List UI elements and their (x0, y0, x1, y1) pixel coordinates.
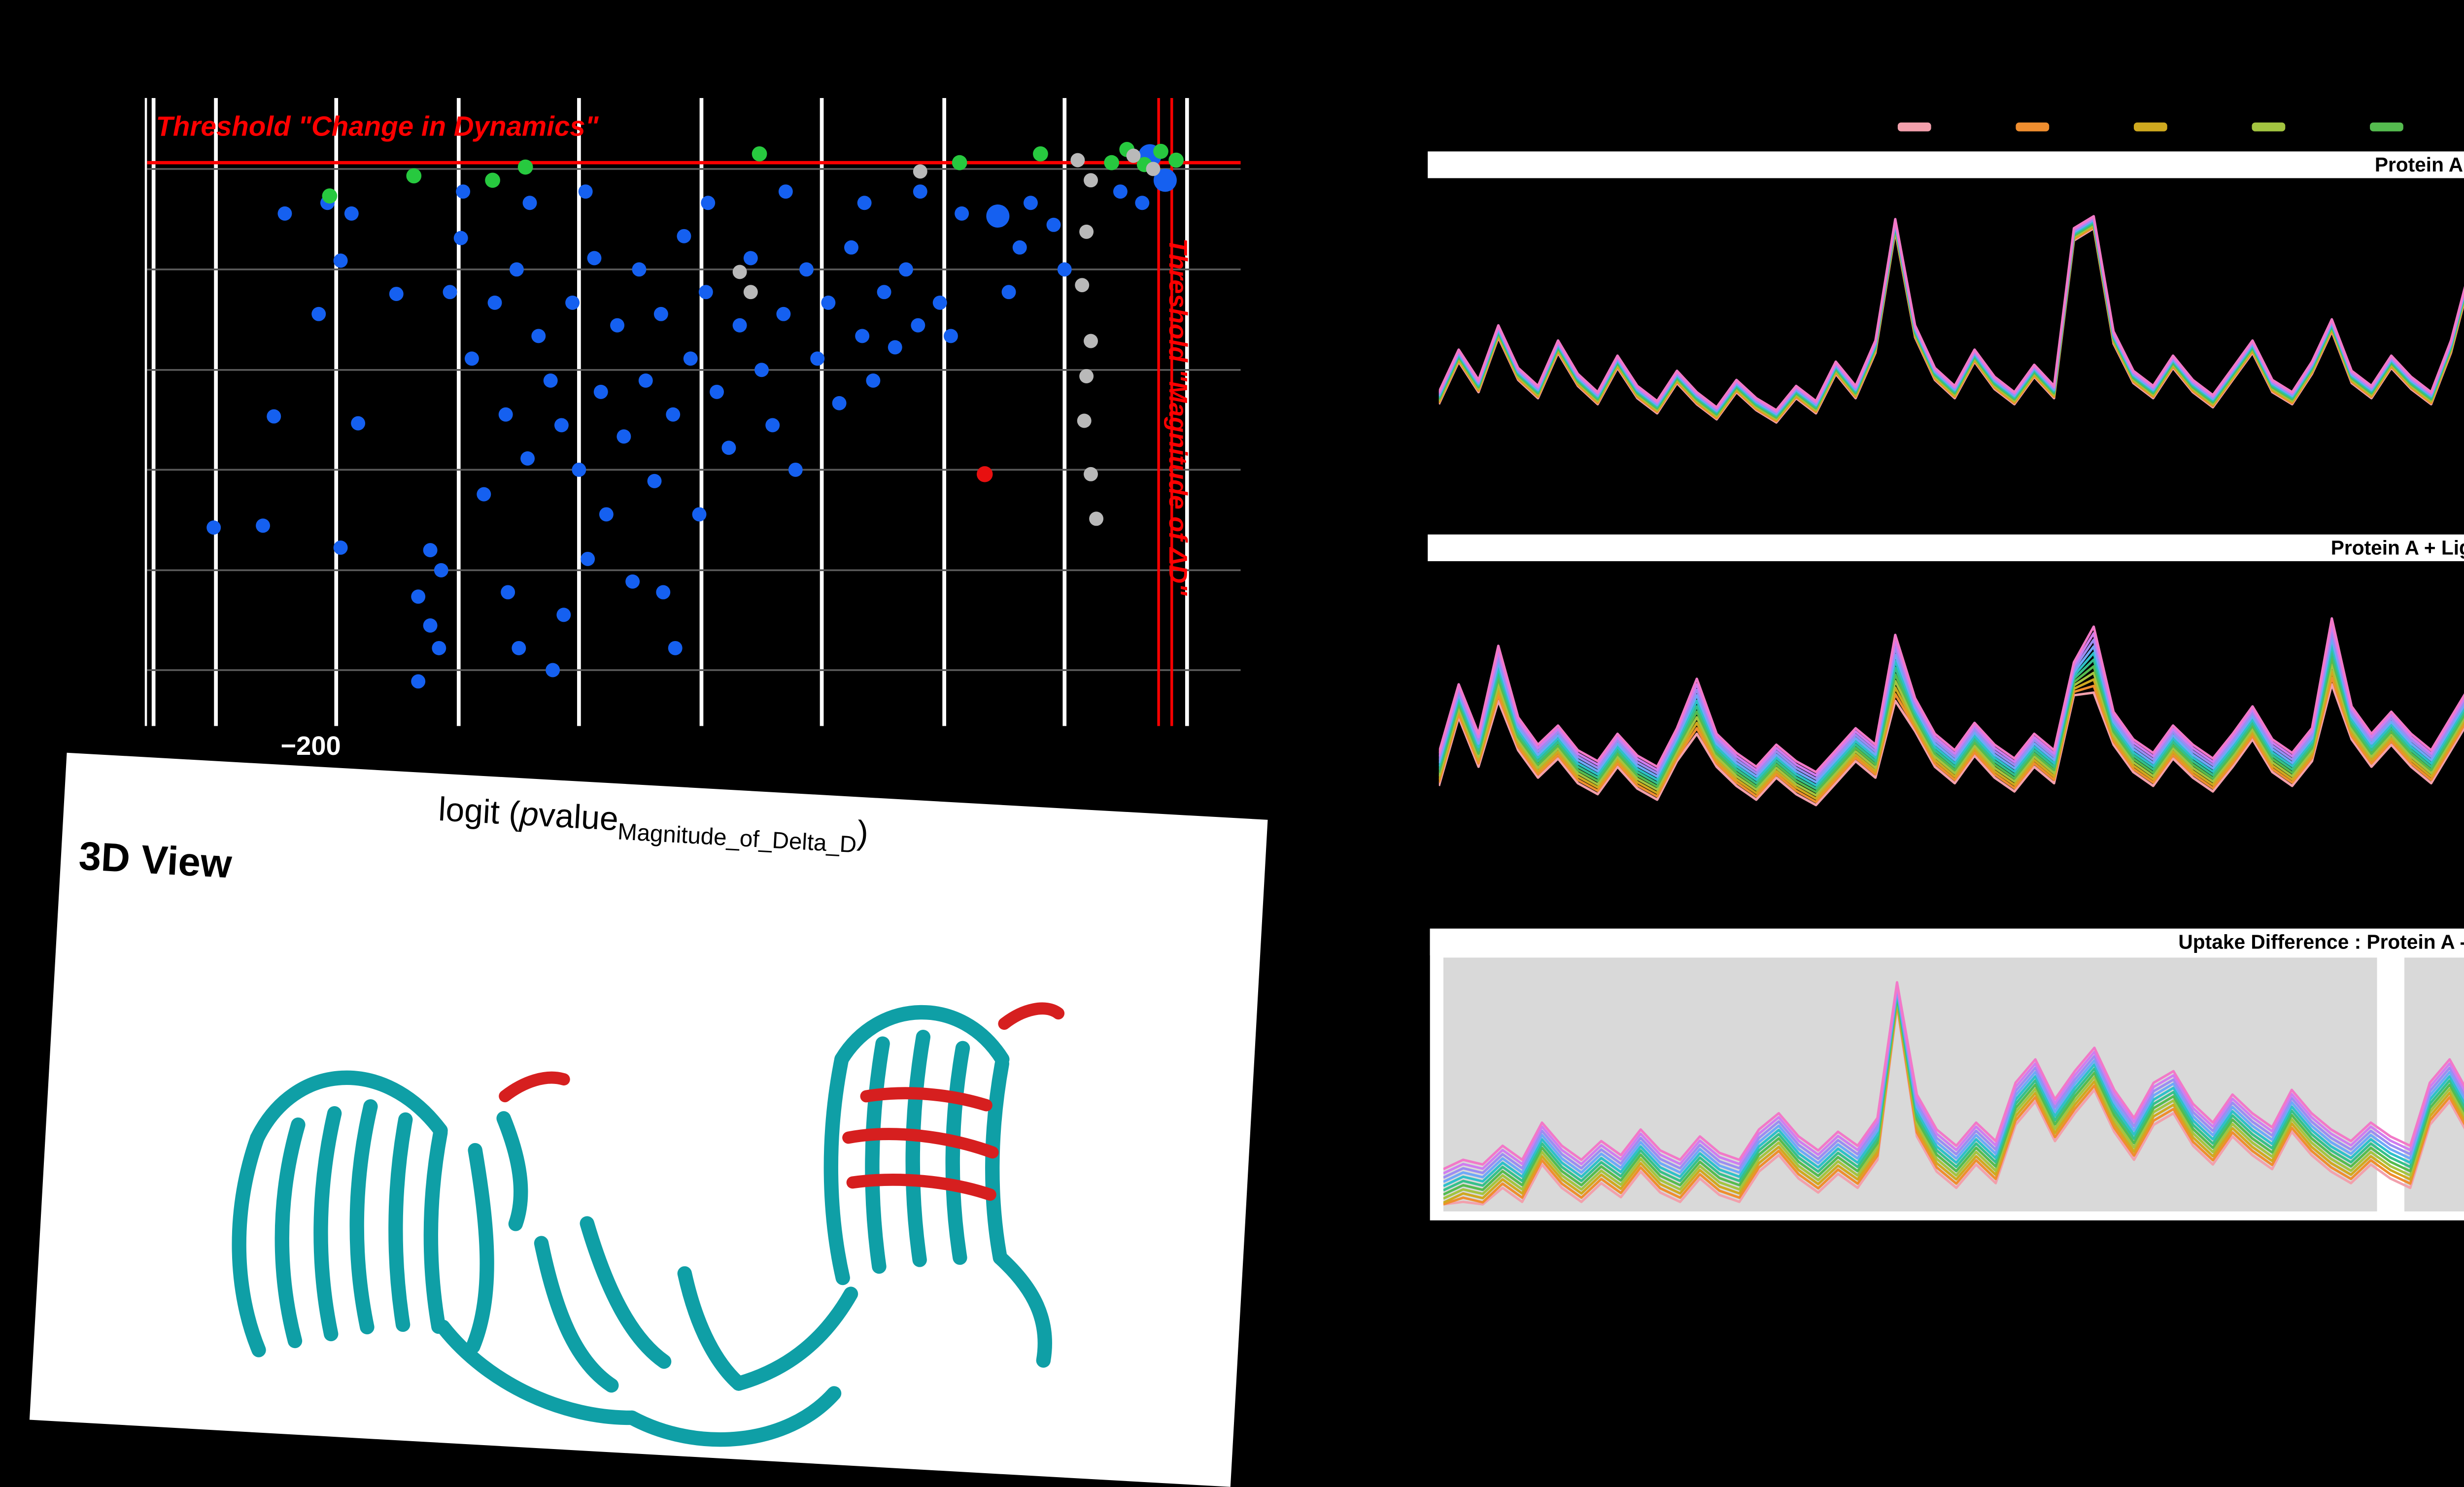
structure-3d-panel[interactable]: logit (pvalueMagnitude_of_Delta_D) 3D Vi… (29, 752, 1268, 1487)
protein-a-title: Protein A (1428, 151, 2464, 178)
uptake-difference-title: Uptake Difference : Protein A - (Protein… (1430, 928, 2464, 955)
xlabel-pre: logit ( (437, 791, 521, 834)
timepoint-legend (1897, 122, 2464, 134)
legend-swatch-timepoint-5[interactable] (2369, 122, 2402, 131)
uptake-chart-protein-a-ligand[interactable] (1438, 570, 2464, 869)
protein-structure[interactable] (152, 888, 1183, 1478)
uptake-chart-difference[interactable] (1443, 957, 2464, 1212)
threshold-change-label: Threshold "Change in Dynamics" (156, 111, 599, 143)
legend-swatch-timepoint-3[interactable] (2133, 122, 2167, 131)
xlabel-sub: Magnitude_of_Delta_D (616, 819, 857, 859)
volcano-x-axis-label: logit (pvalueMagnitude_of_Delta_D) (437, 791, 869, 860)
xlabel-value: value (537, 797, 619, 840)
threshold-magnitude-label: Threshold "Magnitude of ΔD" (1163, 238, 1190, 596)
protein-a-ligand-title: Protein A + Ligand (1428, 534, 2464, 561)
volcano-canvas[interactable] (147, 98, 1241, 726)
uptake-difference-frame: Uptake Difference : Protein A - (Protein… (1430, 928, 2464, 1220)
uptake-chart-protein-a[interactable] (1438, 187, 2464, 517)
panel-3d-title: 3D View (77, 834, 233, 887)
x-axis-tick-label: −200 (280, 730, 341, 762)
xlabel-post: ) (856, 814, 870, 853)
app-canvas: Threshold "Change in Dynamics" Threshold… (29, 98, 2464, 1487)
xlabel-p: p (518, 796, 540, 835)
legend-swatch-timepoint-4[interactable] (2251, 122, 2285, 131)
legend-swatch-timepoint-2[interactable] (2015, 122, 2049, 131)
legend-swatch-timepoint-1[interactable] (1897, 122, 1931, 131)
volcano-plot (144, 98, 1241, 726)
